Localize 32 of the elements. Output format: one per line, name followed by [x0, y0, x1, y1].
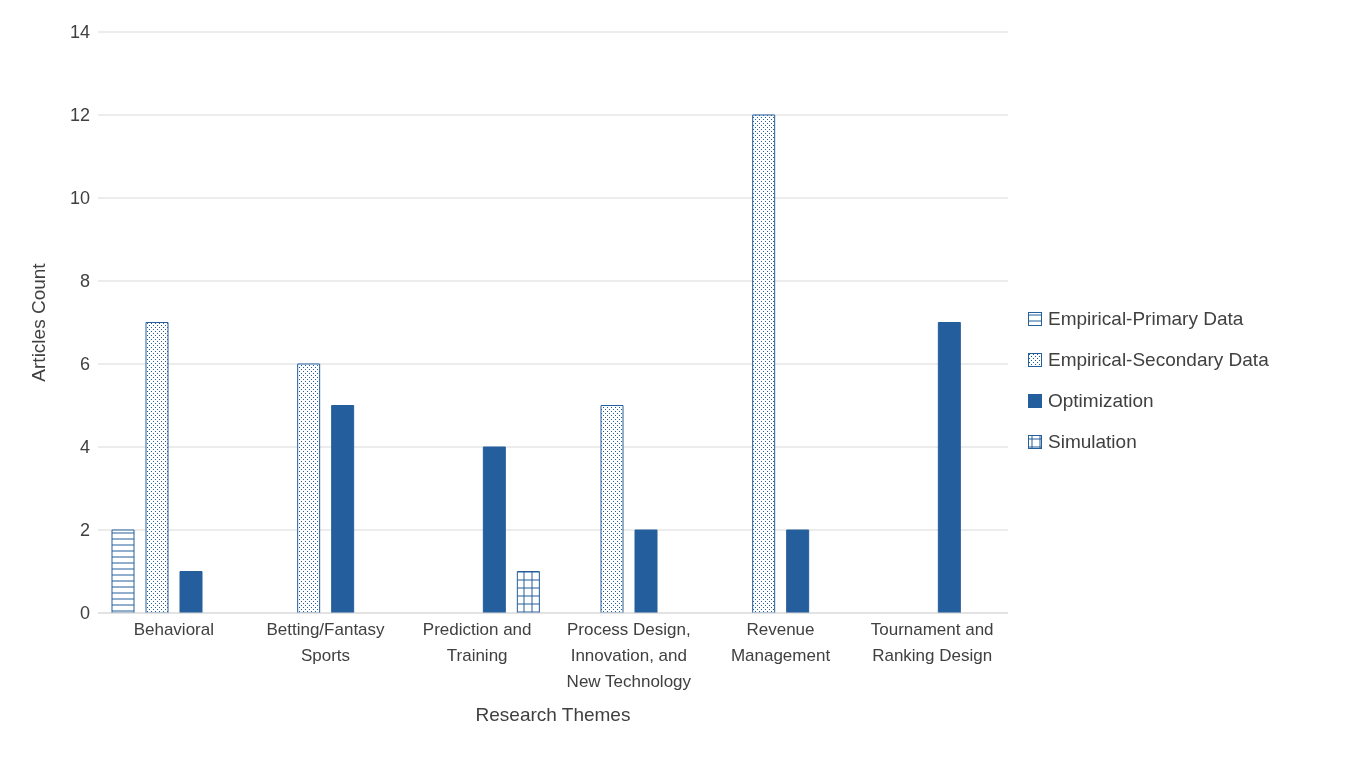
- bar: [786, 529, 810, 613]
- x-axis-title: Research Themes: [475, 704, 631, 725]
- x-tick-label: Prediction and Training: [422, 620, 532, 665]
- x-tick-label: Behavioral: [133, 620, 214, 639]
- x-tick-label: Tournament and Ranking Design: [870, 620, 994, 665]
- bar: [634, 529, 658, 613]
- y-tick-label: 6: [79, 354, 90, 375]
- bar: [331, 405, 355, 613]
- y-tick-label: 8: [79, 271, 90, 292]
- bar: [752, 114, 776, 613]
- bar: [145, 322, 169, 613]
- legend-label: Optimization: [1047, 389, 1155, 413]
- legend-label: Empirical-Primary Data: [1047, 307, 1245, 331]
- bar: [482, 446, 506, 613]
- bar: [937, 322, 961, 613]
- x-tick-label: Revenue Management: [730, 620, 831, 665]
- y-tick-label: 4: [79, 437, 90, 458]
- bar: [179, 571, 203, 613]
- legend-label: Simulation: [1047, 430, 1138, 454]
- x-tick-label: Betting/Fantasy Sports: [266, 620, 386, 665]
- y-tick-label: 14: [69, 22, 90, 43]
- y-axis-title: Articles Count: [27, 262, 49, 382]
- bar: [600, 405, 624, 613]
- bar: [297, 363, 321, 613]
- bar: [516, 571, 540, 613]
- bar: [111, 529, 135, 613]
- y-tick-label: 12: [69, 105, 90, 126]
- y-tick-label: 10: [69, 188, 90, 209]
- y-tick-label: 2: [79, 520, 90, 541]
- y-tick-label: 0: [79, 603, 90, 624]
- x-tick-label: Process Design, Innovation, and New Technology: [566, 620, 692, 691]
- legend-label: Empirical-Secondary Data: [1047, 348, 1270, 372]
